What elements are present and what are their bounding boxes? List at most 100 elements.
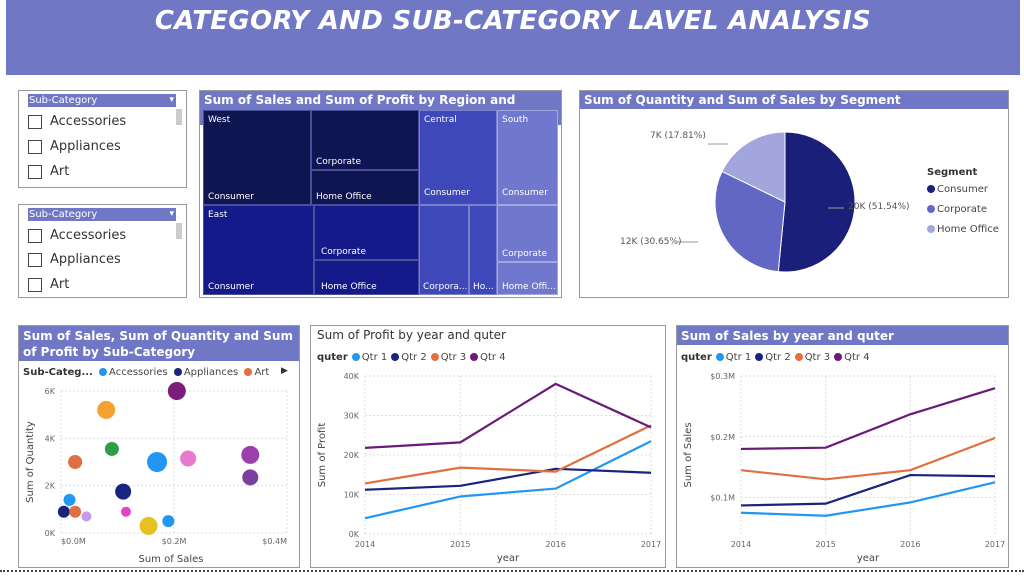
treemap-south-consumer[interactable]: South Consumer <box>497 110 558 205</box>
legend-dot-icon <box>470 353 479 361</box>
legend-item-appliances[interactable]: Appliances <box>171 367 238 378</box>
checkbox[interactable] <box>28 140 42 154</box>
treemap-west-consumer[interactable]: West Consumer <box>203 110 311 205</box>
legend-item-qtr-4[interactable]: Qtr 4 <box>466 352 506 363</box>
checkbox[interactable] <box>28 278 42 292</box>
scatter-point[interactable] <box>115 483 132 500</box>
legend-next-arrow-icon[interactable]: ▶ <box>281 366 288 376</box>
sales-line-chart[interactable]: $0.1M $0.2M $0.3M 2014 2015 2016 2017 year Sum o… <box>677 366 1008 566</box>
sub-category-slicer-2: Sub-Category ▾ Accessories Appliances Art <box>18 204 187 298</box>
treemap-central-corporate[interactable]: Corpora... <box>419 205 469 295</box>
legend-dot-icon <box>755 353 764 361</box>
legend-item-qtr-2[interactable]: Qtr 2 <box>751 352 791 363</box>
legend-dot-icon <box>430 353 439 361</box>
profit-line-chart[interactable]: 0K 10K 20K 30K 40K 2014 2015 2016 2017 year Sum of… <box>311 366 665 566</box>
scatter-chart[interactable]: 0K 2K 4K 6K $0.0M $0.2M $0.4M Sum of Sales Sum o… <box>19 381 299 567</box>
legend-item-corporate[interactable]: Corporate <box>927 204 987 215</box>
slicer-item-accessories[interactable]: Accessories <box>28 226 126 246</box>
slicer-item-appliances[interactable]: Appliances <box>28 137 121 157</box>
legend-item-qtr-4[interactable]: Qtr 4 <box>830 352 870 363</box>
pie-slice-consumer[interactable] <box>777 131 856 273</box>
legend-item-art[interactable]: Art <box>241 367 269 378</box>
slicer-item-art[interactable]: Art <box>28 275 69 295</box>
slicer-scrollbar[interactable] <box>176 109 182 125</box>
scatter-point[interactable] <box>139 516 158 535</box>
scatter-point[interactable] <box>180 450 197 467</box>
segment-label: Ho... <box>473 282 494 292</box>
treemap-south-corporate[interactable]: Corporate <box>497 205 558 262</box>
series-line-qtr-1[interactable] <box>364 440 652 520</box>
legend-item-qtr-3[interactable]: Qtr 3 <box>791 352 830 363</box>
y-axis-title: Sum of Sales <box>683 422 694 487</box>
scatter-point[interactable] <box>81 511 92 522</box>
treemap-east-homeoffice[interactable]: Home Office <box>314 260 419 295</box>
y-tick-label: 4K <box>45 434 56 443</box>
scatter-point[interactable] <box>242 469 259 486</box>
scatter-point[interactable] <box>69 505 82 518</box>
legend-item-home-office[interactable]: Home Office <box>927 224 999 235</box>
slicer-item-appliances[interactable]: Appliances <box>28 250 121 270</box>
scatter-panel: Sum of Sales, Sum of Quantity and Sum of… <box>18 325 300 568</box>
series-line-qtr-2[interactable] <box>364 467 652 491</box>
treemap-central-consumer[interactable]: Central Consumer <box>419 110 497 205</box>
treemap-area: West Consumer Corporate Home Office East… <box>203 110 558 295</box>
scatter-point[interactable] <box>147 452 168 472</box>
scatter-point[interactable] <box>63 493 76 506</box>
pie-label-home-office: 7K (17.81%) <box>650 131 706 141</box>
slicer-item-art[interactable]: Art <box>28 162 69 182</box>
series-line-qtr-3[interactable] <box>364 424 652 485</box>
pie-slice-corporate[interactable] <box>714 170 786 273</box>
x-tick-label: 2016 <box>545 540 565 549</box>
treemap-east-consumer[interactable]: East Consumer <box>203 205 314 295</box>
treemap-central-homeoffice[interactable]: Ho... <box>469 205 497 295</box>
checkbox[interactable] <box>28 165 42 179</box>
chevron-down-icon[interactable]: ▾ <box>169 209 174 219</box>
legend-item-qtr-1[interactable]: Qtr 1 <box>712 352 751 363</box>
slicer-header[interactable]: Sub-Category ▾ <box>28 94 176 107</box>
series-line-qtr-2[interactable] <box>740 473 996 507</box>
treemap-east-corporate[interactable]: Corporate <box>314 205 419 260</box>
treemap-west-homeoffice[interactable]: Home Office <box>311 170 419 205</box>
segment-label: Consumer <box>208 282 254 292</box>
legend-item-qtr-3[interactable]: Qtr 3 <box>427 352 466 363</box>
series-line-qtr-4[interactable] <box>740 387 996 451</box>
series-line-qtr-1[interactable] <box>740 481 996 517</box>
checkbox[interactable] <box>28 229 42 243</box>
slicer-scrollbar[interactable] <box>176 223 182 239</box>
treemap-west-corporate[interactable]: Corporate <box>311 110 419 170</box>
page-divider <box>0 570 1024 572</box>
profit-legend: quter Qtr 1 Qtr 2 Qtr 3 Qtr 4 <box>317 352 506 363</box>
pie-label-consumer: 20K (51.54%) <box>848 202 910 212</box>
sales-chart-title: Sum of Sales by year and quter <box>677 326 1008 345</box>
pie-chart[interactable] <box>580 110 1008 298</box>
scatter-point[interactable] <box>97 400 116 419</box>
legend-item-qtr-2[interactable]: Qtr 2 <box>387 352 427 363</box>
series-line-qtr-3[interactable] <box>740 436 996 481</box>
y-tick-label: 0K <box>349 530 360 539</box>
scatter-point[interactable] <box>167 382 186 400</box>
segment-label: Home Office <box>321 282 377 292</box>
y-tick-label: 0K <box>45 529 56 538</box>
sub-category-slicer-1: Sub-Category ▾ Accessories Appliances Art <box>18 90 187 188</box>
region-label-west: West <box>208 115 231 125</box>
legend-item-consumer[interactable]: Consumer <box>927 184 988 195</box>
legend-dot-icon <box>794 353 803 361</box>
x-axis-title: Sum of Sales <box>138 554 203 565</box>
scatter-point[interactable] <box>68 455 83 469</box>
checkbox[interactable] <box>28 115 42 129</box>
segment-label: Home Office <box>316 192 372 202</box>
legend-item-qtr-1[interactable]: Qtr 1 <box>348 352 387 363</box>
treemap-south-homeoffice[interactable]: Home Offi... <box>497 262 558 295</box>
slicer-header[interactable]: Sub-Category ▾ <box>28 208 176 221</box>
scatter-point[interactable] <box>241 445 260 464</box>
scatter-point[interactable] <box>57 505 70 518</box>
scatter-point[interactable] <box>104 441 119 456</box>
slicer-item-accessories[interactable]: Accessories <box>28 112 126 132</box>
legend-item-accessories[interactable]: Accessories <box>96 367 168 378</box>
scatter-point[interactable] <box>162 515 175 528</box>
series-line-qtr-4[interactable] <box>364 382 652 449</box>
scatter-point[interactable] <box>120 506 131 517</box>
chevron-down-icon[interactable]: ▾ <box>169 95 174 105</box>
checkbox[interactable] <box>28 253 42 267</box>
pie-slice-home-office[interactable] <box>721 131 786 203</box>
